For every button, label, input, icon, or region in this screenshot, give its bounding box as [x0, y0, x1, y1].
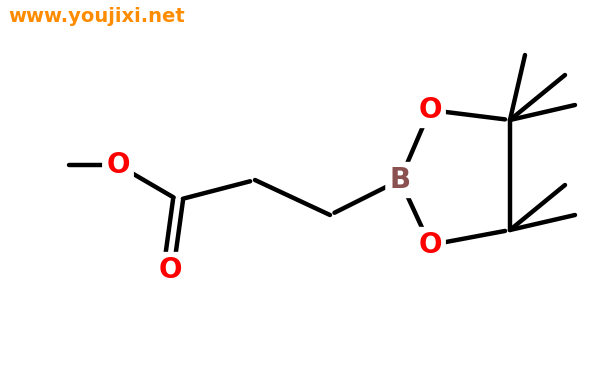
Text: O: O: [106, 151, 129, 179]
Text: O: O: [418, 231, 442, 259]
Text: O: O: [159, 256, 182, 284]
Text: B: B: [390, 166, 411, 194]
Text: O: O: [418, 96, 442, 124]
Text: www.youjixi.net: www.youjixi.net: [8, 7, 185, 26]
